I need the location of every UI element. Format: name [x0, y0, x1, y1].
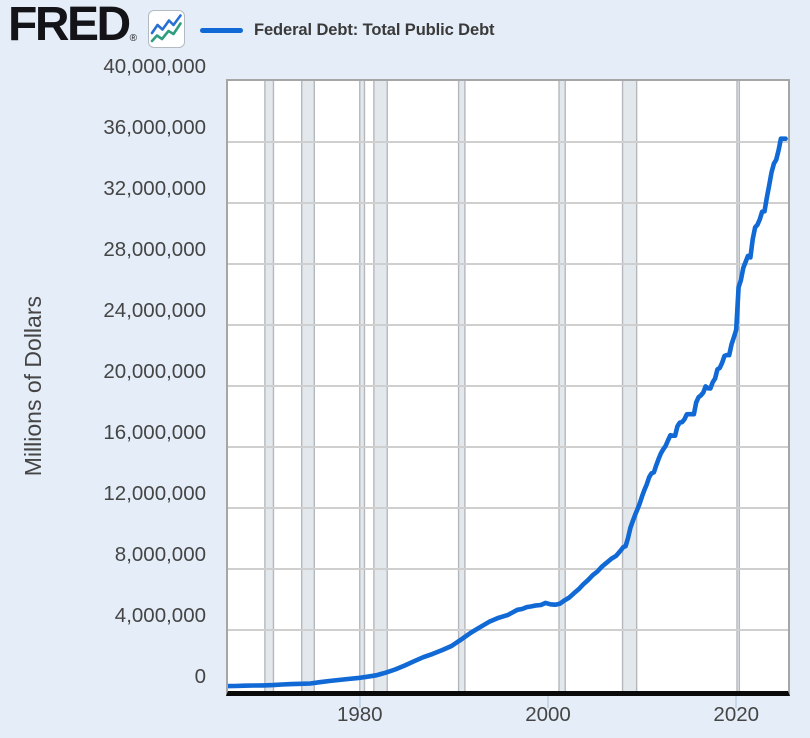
y-axis-label: 16,000,000: [103, 421, 206, 444]
plot-svg: [228, 81, 788, 691]
x-axis-tick: [735, 696, 738, 708]
y-axis-label: 28,000,000: [103, 238, 206, 261]
debt-line: [228, 136, 788, 689]
y-axis-label: 20,000,000: [103, 360, 206, 383]
x-axis-label: 2000: [525, 703, 571, 726]
legend-series-label: Federal Debt: Total Public Debt: [254, 20, 495, 39]
y-axis-label: 8,000,000: [114, 543, 206, 566]
y-axis-label: 40,000,000: [103, 55, 206, 78]
x-axis-tick: [547, 696, 549, 708]
legend-line-swatch: [200, 27, 243, 33]
y-axis-label: 36,000,000: [103, 116, 206, 139]
registered-trademark-symbol: ®: [129, 33, 138, 44]
logo-zigzag-blue-icon: [150, 14, 182, 35]
fred-logo-text: FRED: [8, 0, 131, 51]
legend: Federal Debt: Total Public Debt: [200, 20, 495, 39]
y-axis-label: 32,000,000: [103, 177, 206, 200]
fred-logo: FRED ®: [8, 1, 137, 49]
x-axis-tick: [358, 696, 361, 708]
y-axis-title: Millions of Dollars: [20, 295, 46, 477]
fred-chart-logo-icon: [148, 10, 185, 48]
y-axis-label: 0: [194, 665, 206, 688]
plot-area[interactable]: [226, 79, 790, 696]
y-axis-label: 4,000,000: [114, 604, 206, 627]
logo-zigzag-green-icon: [150, 22, 182, 43]
y-axis-title-wrap: Millions of Dollars: [20, 81, 47, 691]
x-axis-label: 2020: [713, 703, 760, 726]
y-axis-label: 24,000,000: [103, 299, 206, 322]
y-axis-label: 12,000,000: [103, 482, 206, 505]
x-axis-label: 1980: [336, 703, 383, 726]
